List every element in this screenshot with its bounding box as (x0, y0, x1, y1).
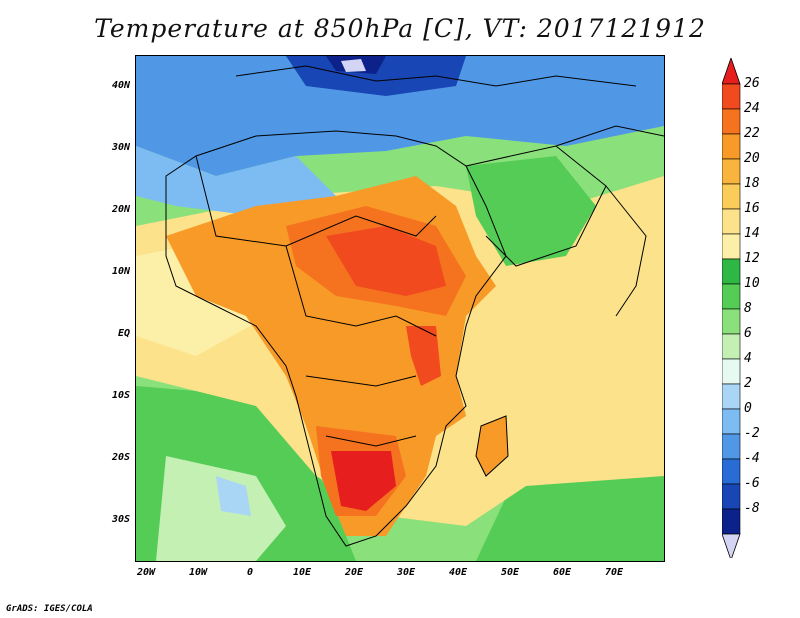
lat-label-20n: 20N (111, 204, 130, 215)
colorbar-box (722, 483, 741, 510)
map-plot-area (135, 55, 665, 562)
colorbar-tick-label: -2 (744, 426, 760, 441)
northwest-cold (136, 146, 336, 216)
colorbar-tick-label: 14 (744, 226, 760, 241)
colorbar (722, 58, 741, 558)
colorbar-top-arrow (722, 58, 741, 85)
lon-label-10e: 10E (292, 567, 312, 578)
east-africa-hot (406, 326, 441, 386)
country-borders (165, 65, 664, 547)
colorbar-tick-label: 4 (744, 351, 752, 366)
south-atlantic-cold-spot (216, 476, 251, 516)
colorbar-box (722, 458, 741, 485)
sahel-hottest (326, 226, 446, 296)
lon-label-50e: 50E (500, 567, 520, 578)
colorbar-tick-label: -6 (744, 476, 760, 491)
coldest-patch (341, 59, 366, 72)
lon-label-20w: 20W (136, 567, 156, 578)
colorbar-tick-label: 6 (744, 326, 752, 341)
lat-label-40n: 40N (111, 80, 130, 91)
colorbar-bottom-arrow (722, 533, 741, 558)
colorbar-tick-label: 2 (744, 376, 752, 391)
lon-label-10w: 10W (188, 567, 208, 578)
colorbar-box (722, 508, 741, 535)
colorbar-box (722, 408, 741, 435)
colorbar-tick-label: 22 (744, 126, 760, 141)
colorbar-box (722, 208, 741, 235)
lon-label-40e: 40E (448, 567, 468, 578)
lat-label-10s: 10S (111, 390, 130, 401)
colorbar-tick-label: 18 (744, 176, 760, 191)
colorbar-box (722, 358, 741, 385)
lon-label-60e: 60E (552, 567, 572, 578)
colorbar-tick-label: 24 (744, 101, 760, 116)
colorbar-box (722, 83, 741, 110)
europe-very-cold (286, 56, 466, 96)
colorbar-box (722, 108, 741, 135)
colorbar-tick-label: -4 (744, 451, 760, 466)
madagascar (476, 416, 508, 476)
colorbar-box (722, 133, 741, 160)
colorbar-box (722, 258, 741, 285)
lon-label-70e: 70E (604, 567, 624, 578)
lon-label-0: 0 (246, 567, 254, 578)
colorbar-box (722, 158, 741, 185)
colorbar-box (722, 183, 741, 210)
temperature-map (136, 56, 664, 561)
lat-label-30n: 30N (111, 142, 130, 153)
colorbar-tick-label: 26 (744, 76, 760, 91)
colorbar-tick-label: 20 (744, 151, 760, 166)
lat-label-eq: EQ (117, 328, 130, 339)
colorbar-tick-label: 12 (744, 251, 760, 266)
colorbar-box (722, 233, 741, 260)
colorbar-box (722, 308, 741, 335)
colorbar-tick-label: 8 (744, 301, 752, 316)
colorbar-tick-label: 16 (744, 201, 760, 216)
colorbar-tick-label: 10 (744, 276, 760, 291)
lat-label-10n: 10N (111, 266, 130, 277)
colorbar-tick-label: 0 (744, 401, 752, 416)
map-title: Temperature at 850hPa [C], VT: 201712191… (94, 14, 706, 43)
colorbar-box (722, 383, 741, 410)
colorbar-box (722, 433, 741, 460)
credit-text: GrADS: IGES/COLA (6, 604, 93, 614)
north-cold-region (136, 56, 664, 176)
colorbar-box (722, 333, 741, 360)
colorbar-tick-label: -8 (744, 501, 760, 516)
lat-label-30s: 30S (111, 514, 130, 525)
colorbar-box (722, 283, 741, 310)
lon-label-30e: 30E (396, 567, 416, 578)
lat-label-20s: 20S (111, 452, 130, 463)
south-africa-hottest (331, 451, 396, 511)
lon-label-20e: 20E (344, 567, 364, 578)
